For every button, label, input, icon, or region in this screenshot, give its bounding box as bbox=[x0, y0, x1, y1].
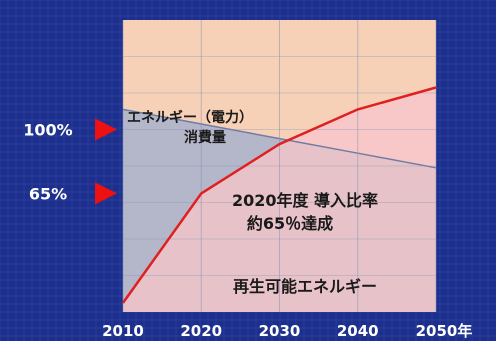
x-tick-label: 2030 bbox=[259, 322, 301, 340]
x-tick-label: 2040 bbox=[337, 322, 379, 340]
x-tick-label: 2010 bbox=[102, 322, 144, 340]
y-marker-label: 100% bbox=[23, 121, 72, 140]
renewable-label: 再生可能エネルギー bbox=[233, 277, 377, 296]
consumption-label: エネルギー（電力） bbox=[127, 109, 253, 126]
marker-triangle bbox=[95, 118, 117, 141]
renewable-line bbox=[121, 86, 437, 304]
annotation-text: 約65％達成 bbox=[247, 214, 333, 233]
y-marker-label: 65% bbox=[29, 184, 67, 203]
x-tick-label: 2050年 bbox=[416, 322, 473, 340]
annotation-text: 2020年度 導入比率 bbox=[232, 191, 378, 210]
consumption-label: 消費量 bbox=[184, 129, 226, 146]
x-tick-label: 2020 bbox=[180, 322, 222, 340]
marker-triangle bbox=[95, 182, 117, 205]
